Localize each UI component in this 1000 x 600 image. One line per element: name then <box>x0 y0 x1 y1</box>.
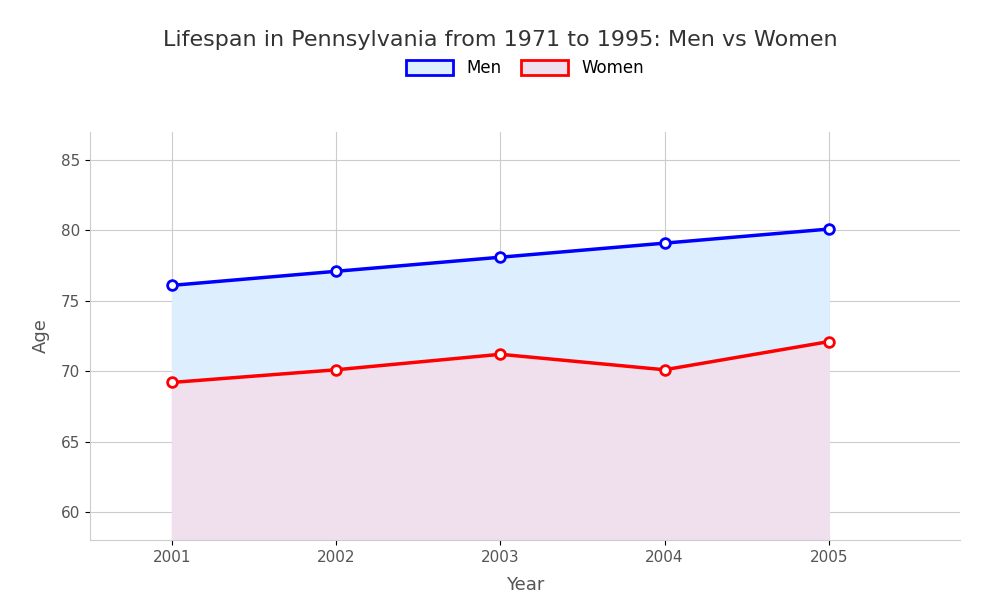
Y-axis label: Age: Age <box>32 319 50 353</box>
Text: Lifespan in Pennsylvania from 1971 to 1995: Men vs Women: Lifespan in Pennsylvania from 1971 to 19… <box>163 30 837 50</box>
Legend: Men, Women: Men, Women <box>398 50 652 85</box>
X-axis label: Year: Year <box>506 576 544 594</box>
